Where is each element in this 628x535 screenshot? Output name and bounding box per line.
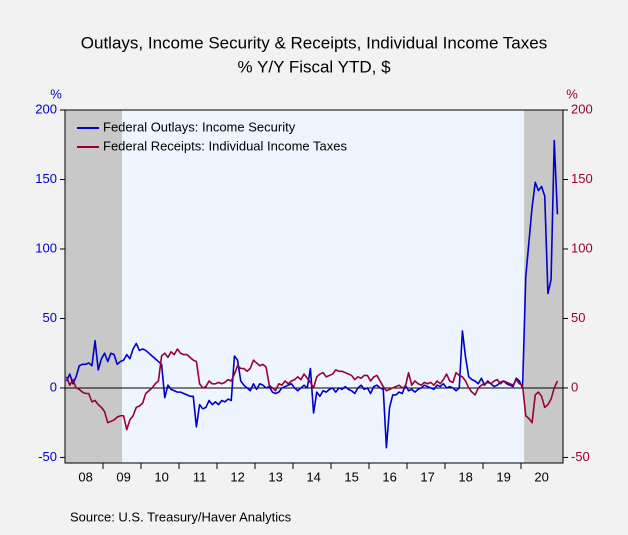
recession-shading [524,110,563,463]
x-tick-label: 08 [78,469,92,484]
recession-shading [65,110,122,463]
y2-axis-label: % [566,86,578,101]
x-tick-label: 09 [116,469,130,484]
y2-tick-label: 150 [571,171,593,186]
chart-title: Outlays, Income Security & Receipts, Ind… [81,33,547,52]
plot-border [64,109,564,464]
y-tick-label: 50 [43,310,57,325]
y2-tick-label: 0 [571,379,578,394]
x-tick-label: 18 [458,469,472,484]
y2-tick-label: -50 [571,449,590,464]
y-tick-label: 100 [35,240,57,255]
y-tick-label: 200 [35,101,57,116]
x-tick-label: 15 [344,469,358,484]
x-tick-label: 10 [154,469,168,484]
legend-label: Federal Receipts: Individual Income Taxe… [103,138,347,153]
y2-tick-label: 100 [571,240,593,255]
x-tick-label: 12 [230,469,244,484]
x-tick-label: 19 [496,469,510,484]
x-tick-label: 16 [382,469,396,484]
y-tick-label: -50 [38,449,57,464]
series-line [65,348,559,431]
series-line [65,139,559,449]
x-tick-label: 17 [420,469,434,484]
x-tick-label: 14 [306,469,320,484]
legend-label: Federal Outlays: Income Security [103,119,296,134]
x-tick-label: 20 [534,469,548,484]
plot-area [65,110,563,463]
y-axis-label: % [50,86,62,101]
chart-subtitle: % Y/Y Fiscal YTD, $ [237,57,391,76]
x-tick-label: 11 [193,469,207,484]
source-note: Source: U.S. Treasury/Haver Analytics [70,509,292,524]
y-tick-label: 150 [35,171,57,186]
x-tick-label: 13 [268,469,282,484]
y-tick-label: 0 [50,379,57,394]
y2-tick-label: 200 [571,101,593,116]
y2-tick-label: 50 [571,310,585,325]
